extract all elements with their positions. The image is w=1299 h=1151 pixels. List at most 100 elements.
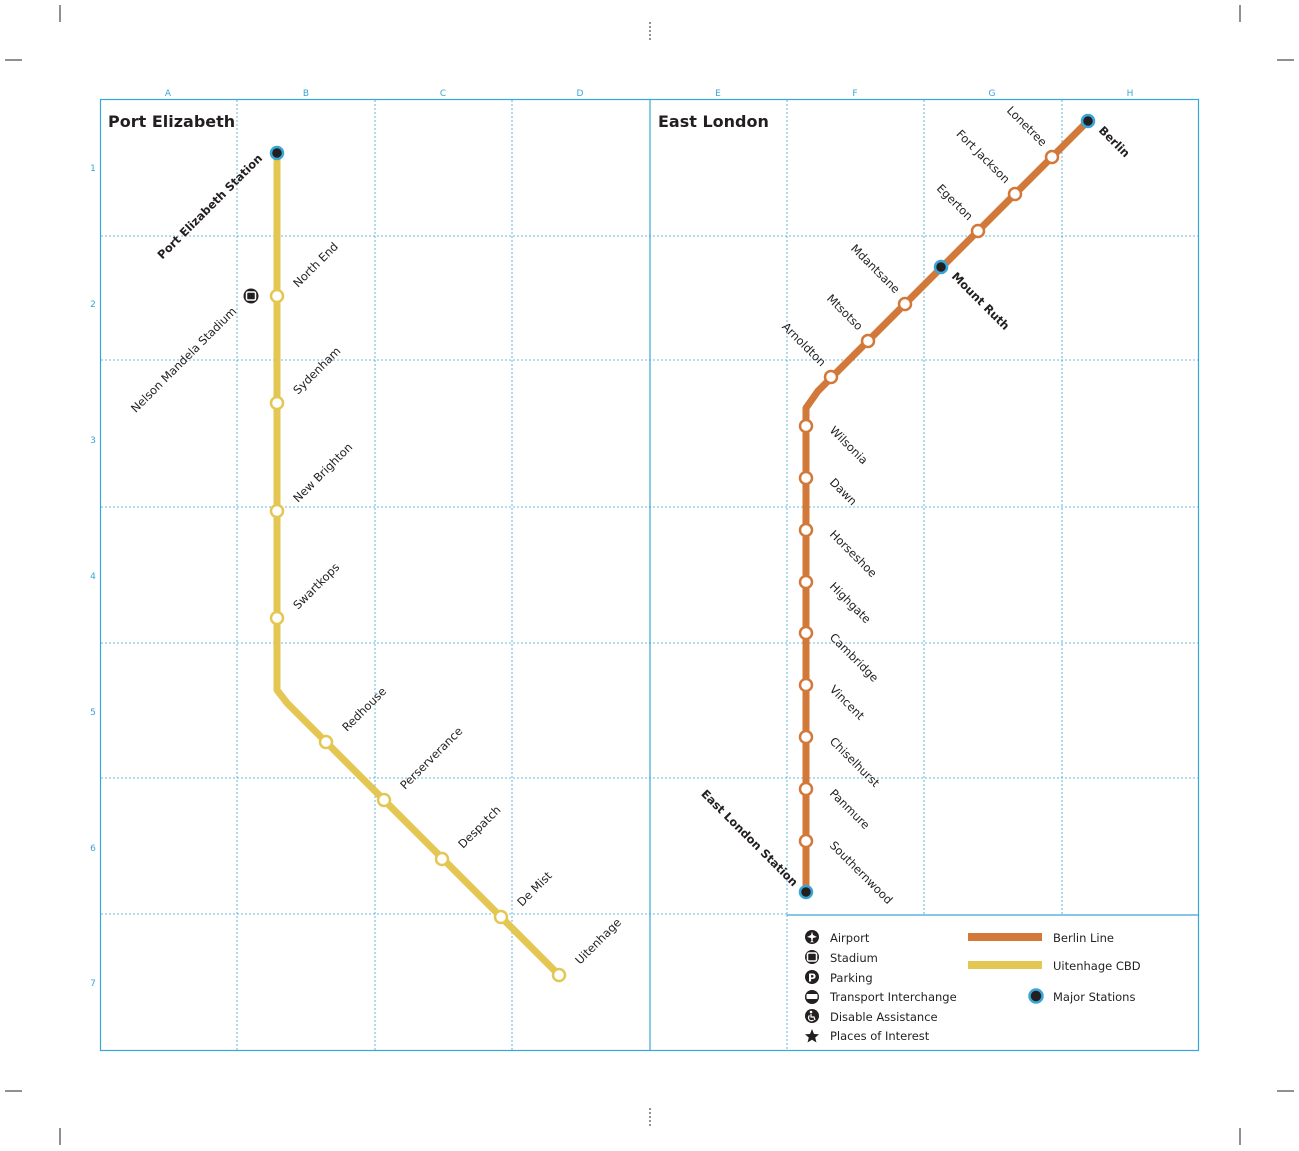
station-marker[interactable] — [798, 418, 814, 434]
grid-col-c: C — [440, 89, 446, 99]
station-marker[interactable] — [798, 677, 814, 693]
station-horseshoe[interactable]: Horseshoe — [798, 522, 880, 580]
grid-row-2: 2 — [90, 300, 96, 310]
station-label-berlin: Berlin — [1096, 123, 1133, 160]
station-berlin[interactable]: Berlin — [1080, 113, 1133, 160]
station-redhouse[interactable]: Redhouse — [318, 684, 389, 750]
station-marker[interactable] — [798, 574, 814, 590]
station-marker[interactable] — [376, 792, 392, 808]
legend-parking: P Parking — [805, 970, 873, 985]
station-label-southernwood: Southernwood — [827, 838, 896, 907]
legend-label-places-of-interest: Places of Interest — [830, 1029, 930, 1043]
station-marker[interactable] — [269, 395, 285, 411]
station-lonetree[interactable]: Lonetree — [1004, 103, 1060, 165]
grid-column-labels: A B C D E F G H — [165, 89, 1133, 99]
station-label-east-london-station: East London Station — [698, 787, 800, 889]
station-label-new-brighton: New Brighton — [290, 440, 355, 505]
station-label-dawn: Dawn — [827, 475, 860, 508]
station-marker[interactable] — [551, 967, 567, 983]
grid-col-b: B — [303, 89, 309, 99]
major-station-marker[interactable] — [1080, 113, 1096, 129]
major-station-marker[interactable] — [798, 884, 814, 900]
stadium-icon-inner — [245, 291, 257, 301]
station-marker[interactable] — [798, 470, 814, 486]
station-mtsotso[interactable]: Mtsotso — [824, 291, 876, 349]
station-cambridge[interactable]: Cambridge — [798, 625, 882, 685]
east-london-title: East London — [658, 112, 769, 131]
berlin-line-swatch — [968, 933, 1042, 941]
grid-col-h: H — [1127, 89, 1134, 99]
station-southernwood[interactable]: Southernwood — [798, 833, 896, 907]
station-perserverance[interactable]: Perserverance — [376, 724, 465, 808]
station-marker[interactable] — [269, 288, 285, 304]
station-label-de-mist: De Mist — [514, 868, 555, 909]
grid-row-7: 7 — [90, 979, 96, 989]
station-north-end[interactable]: North End — [269, 239, 341, 304]
stadium-marker[interactable] — [243, 288, 259, 304]
station-mdantsane[interactable]: Mdantsane — [848, 241, 913, 312]
parking-icon-glyph: P — [808, 972, 816, 985]
stadium-icon-inner — [806, 952, 818, 962]
station-wilsonia[interactable]: Wilsonia — [798, 418, 871, 467]
station-marker[interactable] — [798, 833, 814, 849]
station-egerton[interactable]: Egerton — [934, 181, 986, 239]
station-highgate[interactable]: Highgate — [798, 574, 874, 626]
station-marker[interactable] — [798, 781, 814, 797]
station-marker[interactable] — [970, 223, 986, 239]
station-label-panmure: Panmure — [827, 786, 873, 832]
station-marker[interactable] — [823, 369, 839, 385]
grid-row-5: 5 — [90, 708, 96, 718]
grid-row-1: 1 — [90, 164, 96, 174]
station-marker[interactable] — [318, 734, 334, 750]
legend-berlin-line: Berlin Line — [968, 931, 1114, 945]
station-mount-ruth[interactable]: Mount Ruth — [933, 259, 1013, 333]
grid-col-d: D — [577, 89, 584, 99]
station-arnoldton[interactable]: Arnoldton — [779, 320, 839, 385]
station-marker[interactable] — [897, 296, 913, 312]
legend-label-transport-interchange: Transport Interchange — [829, 990, 957, 1004]
station-marker[interactable] — [1044, 149, 1060, 165]
station-marker[interactable] — [798, 625, 814, 641]
station-east-london-station[interactable]: East London Station — [698, 787, 814, 900]
station-marker[interactable] — [860, 333, 876, 349]
station-label-egerton: Egerton — [934, 181, 976, 223]
station-marker[interactable] — [798, 522, 814, 538]
station-label-lonetree: Lonetree — [1004, 103, 1050, 149]
station-new-brighton[interactable]: New Brighton — [269, 440, 355, 519]
station-marker[interactable] — [434, 851, 450, 867]
station-label-mtsotso: Mtsotso — [824, 291, 866, 333]
star-icon — [805, 1029, 819, 1043]
berlin-line — [802, 117, 1092, 896]
station-swartkops[interactable]: Swartkops — [269, 560, 342, 626]
major-station-marker[interactable] — [269, 145, 285, 161]
grid-col-e: E — [715, 89, 721, 99]
station-marker[interactable] — [269, 610, 285, 626]
station-fort-jackson[interactable]: Fort Jackson — [953, 127, 1023, 202]
legend-places-of-interest: Places of Interest — [805, 1029, 930, 1043]
major-station-marker[interactable] — [933, 259, 949, 275]
station-sydenham[interactable]: Sydenham — [269, 344, 343, 411]
legend-stadium: Stadium — [805, 950, 878, 965]
station-label-cambridge: Cambridge — [827, 630, 882, 685]
legend-uitenhage-cbd: Uitenhage CBD — [968, 959, 1141, 973]
station-vincent[interactable]: Vincent — [798, 677, 868, 723]
station-marker[interactable] — [269, 503, 285, 519]
station-de-mist[interactable]: De Mist — [493, 868, 555, 925]
station-marker[interactable] — [798, 729, 814, 745]
grid-col-g: G — [989, 89, 996, 99]
station-port-elizabeth-station[interactable]: Port Elizabeth Station — [154, 145, 285, 262]
legend-transport-interchange: Transport Interchange — [805, 990, 957, 1004]
station-label-mount-ruth: Mount Ruth — [949, 269, 1013, 333]
station-label-north-end: North End — [290, 239, 341, 290]
map-frame — [99, 98, 1200, 1052]
station-panmure[interactable]: Panmure — [798, 781, 873, 832]
station-marker[interactable] — [493, 909, 509, 925]
parking-icon — [805, 970, 819, 984]
station-uitenhage[interactable]: Uitenhage — [551, 915, 624, 983]
station-label-horseshoe: Horseshoe — [827, 527, 880, 580]
station-chiselhurst[interactable]: Chiselhurst — [798, 729, 883, 790]
station-label-chiselhurst: Chiselhurst — [827, 734, 883, 790]
station-despatch[interactable]: Despatch — [434, 803, 504, 867]
grid-row-3: 3 — [90, 436, 96, 446]
station-marker[interactable] — [1007, 186, 1023, 202]
